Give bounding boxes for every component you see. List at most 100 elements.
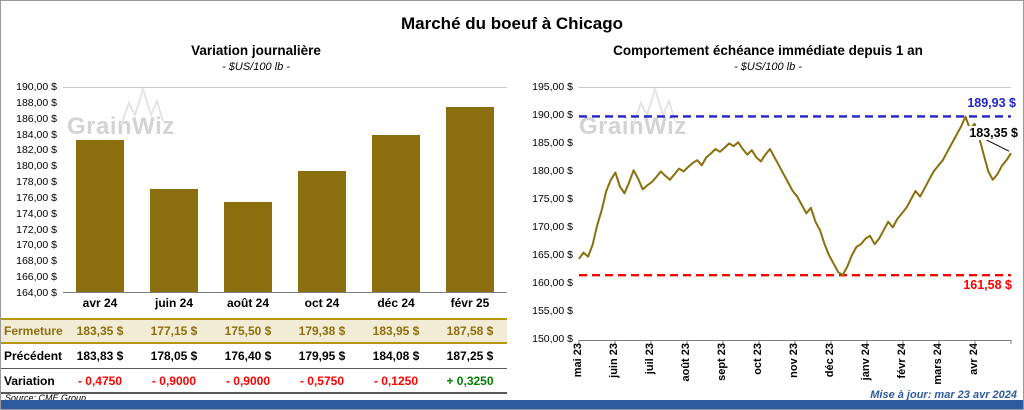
category-label: juin 24 (154, 296, 193, 310)
month-label: juin 23 (607, 343, 620, 378)
y-tick-label: 178,00 $ (16, 176, 57, 189)
bar-slot (63, 88, 137, 292)
source-note: Source: CME Group (5, 393, 87, 403)
left-chart-subtitle: - $US/100 lb - (222, 61, 290, 73)
y-tick-label: 168,00 $ (16, 255, 57, 268)
month-label: déc 23 (824, 343, 836, 378)
last-price-annotation: 183,35 $ (966, 126, 1021, 141)
table-cell: - 0,9000 (225, 373, 271, 388)
high-price-annotation: 189,93 $ (964, 96, 1019, 111)
right-chart-subtitle: - $US/100 lb - (734, 61, 802, 73)
category-label: avr 24 (82, 296, 118, 310)
y-tick-label: 176,00 $ (16, 191, 57, 204)
grainwiz-logo-icon (632, 87, 676, 126)
table-cell: 176,40 $ (224, 349, 272, 363)
line-chart-x-axis: mai 23 juin 23 juil 23 août 23 sept 23 oct 23… (572, 343, 1011, 395)
update-date-note: Mise à jour: mar 23 avr 2024 (870, 389, 1017, 401)
bar-août 24 (224, 201, 272, 292)
month-label: août 23 (680, 343, 692, 382)
y-tick-label: 184,00 $ (16, 128, 57, 141)
table-cell: - 0,5750 (299, 373, 345, 388)
y-tick-label: 182,00 $ (16, 144, 57, 157)
page-title: Marché du boeuf à Chicago (401, 14, 623, 33)
bar-slot (211, 88, 285, 292)
table-cell: 179,95 $ (298, 349, 346, 363)
table-cell: 177,15 $ (150, 324, 198, 338)
y-tick-label: 155,00 $ (532, 305, 573, 317)
row-label: Fermeture (4, 324, 63, 338)
table-cell: 175,50 $ (224, 324, 272, 338)
y-tick-label: 195,00 $ (532, 81, 573, 93)
right-chart-title: Comportement échéance immédiate depuis 1… (613, 43, 923, 58)
y-tick-label: 185,00 $ (532, 137, 573, 149)
table-cell: 187,25 $ (446, 349, 494, 363)
y-tick-label: 170,00 $ (532, 221, 573, 233)
bottom-accent-bar (1, 400, 1023, 409)
grainwiz-logo-icon (120, 87, 164, 126)
bar-juin 24 (150, 188, 198, 292)
bar-slot (433, 88, 507, 292)
price-table: Fermeture 183,35 $ 177,15 $ 175,50 $ 179,38 … (1, 318, 507, 394)
table-cell: 184,08 $ (372, 349, 420, 363)
table-cell: - 0,1250 (373, 373, 419, 388)
month-label: oct 23 (752, 343, 764, 375)
month-label: avr 24 (968, 343, 980, 375)
one-year-trend-panel: GrainWiz Comportement échéance immédiate… (513, 31, 1023, 399)
table-cell: + 0,3250 (446, 373, 494, 388)
grainwiz-watermark: GrainWiz (67, 87, 175, 141)
row-label: Précédent (4, 349, 63, 363)
watermark-text: GrainWiz (67, 113, 175, 140)
bar-chart-plot (63, 87, 507, 293)
table-row-variation: Variation - 0,4750 - 0,9000 - 0,9000 - 0,575… (1, 368, 507, 394)
y-tick-label: 180,00 $ (532, 165, 573, 177)
table-cell: 187,58 $ (446, 324, 494, 338)
category-label: déc 24 (377, 296, 415, 310)
bar-déc 24 (372, 135, 420, 292)
bar-chart-x-axis: avr 24 juin 24 août 24 oct 24 déc 24 févr 25 (63, 296, 507, 310)
bar-oct 24 (298, 171, 346, 292)
price-line-svg (578, 115, 1012, 344)
month-label: sept 23 (715, 343, 728, 381)
table-cell: - 0,9000 (151, 373, 197, 388)
bar-chart-y-axis: 190,00 $ 188,00 $ 186,00 $ 184,00 $ 182,00 $… (1, 81, 61, 299)
y-tick-label: 190,00 $ (16, 81, 57, 93)
category-label: févr 25 (450, 296, 490, 310)
bar-slot (359, 88, 433, 292)
y-tick-label: 180,00 $ (16, 160, 57, 173)
y-tick-label: 165,00 $ (532, 249, 573, 261)
price-series (578, 115, 1012, 276)
category-label: oct 24 (304, 296, 340, 310)
bar-févr 25 (446, 107, 494, 292)
y-tick-label: 186,00 $ (16, 112, 57, 125)
table-row-previous: Précédent 183,83 $ 178,05 $ 176,40 $ 179,95 … (1, 344, 507, 368)
table-row-close: Fermeture 183,35 $ 177,15 $ 175,50 $ 179,38 … (1, 318, 507, 344)
line-chart-plot (578, 87, 1012, 344)
y-tick-label: 166,00 $ (16, 271, 57, 284)
month-label: mars 24 (932, 343, 944, 385)
bar-avr 24 (76, 140, 124, 292)
month-label: mai 23 (572, 343, 584, 378)
table-cell: - 0,4750 (77, 373, 123, 388)
y-tick-label: 190,00 $ (532, 109, 573, 121)
table-cell: 179,38 $ (298, 324, 346, 338)
left-chart-title: Variation journalière (191, 43, 321, 58)
row-label: Variation (4, 373, 55, 388)
month-label: févr 24 (896, 343, 908, 379)
y-tick-label: 188,00 $ (16, 96, 57, 109)
y-tick-label: 160,00 $ (532, 277, 573, 289)
table-cell: 183,95 $ (372, 324, 420, 338)
category-label: août 24 (226, 296, 269, 310)
low-price-annotation: 161,58 $ (963, 278, 1012, 293)
month-label: juil 23 (643, 343, 656, 375)
table-cell: 178,05 $ (150, 349, 198, 363)
y-tick-label: 150,00 $ (532, 333, 573, 345)
table-cell: 183,83 $ (76, 349, 124, 363)
month-label: janv 24 (859, 343, 872, 381)
y-tick-label: 175,00 $ (532, 193, 573, 205)
y-tick-label: 172,00 $ (16, 223, 57, 236)
y-tick-label: 174,00 $ (16, 207, 57, 220)
month-label: nov 23 (788, 343, 800, 378)
bar-slot (285, 88, 359, 292)
table-cell: 183,35 $ (76, 324, 124, 338)
